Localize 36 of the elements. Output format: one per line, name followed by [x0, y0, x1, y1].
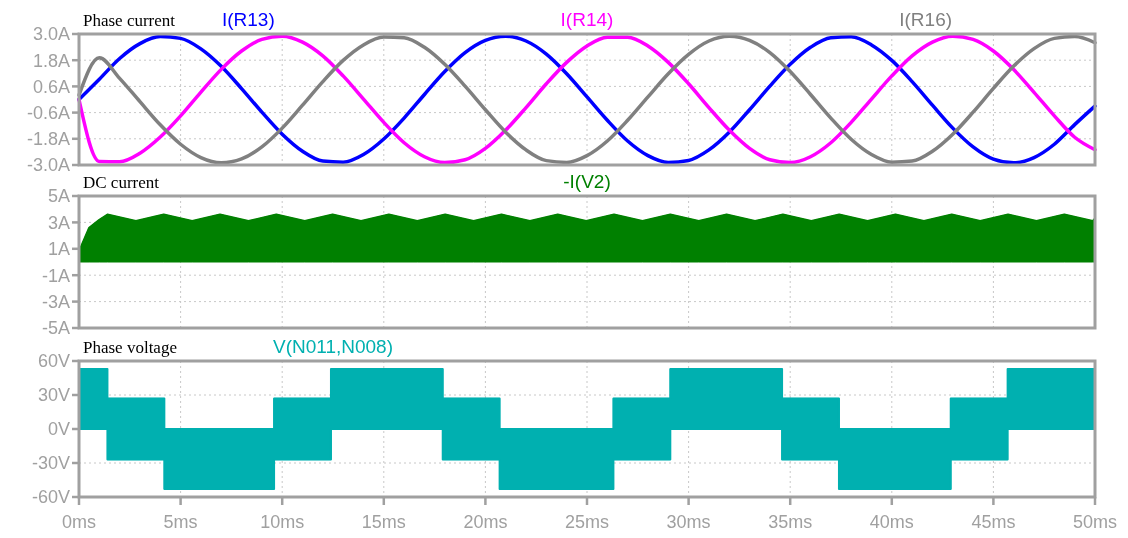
series-label: -I(V2): [563, 171, 611, 192]
y-tick-label: 3A: [47, 212, 70, 233]
series-label: I(R13): [221, 9, 275, 30]
x-tick-label: 45ms: [971, 512, 1016, 532]
y-tick-label: 60V: [37, 351, 70, 372]
y-tick-label: 1.8A: [32, 50, 70, 71]
x-tick-label: 35ms: [768, 512, 813, 532]
x-tick-label: 0ms: [61, 512, 97, 532]
x-tick-label: 5ms: [163, 512, 198, 532]
y-tick-label: -1.8A: [26, 129, 70, 150]
y-tick-label: -60V: [31, 487, 70, 508]
y-tick-label: -3A: [41, 291, 70, 312]
y-tick-label: -1A: [41, 265, 70, 286]
x-tick-label: 40ms: [869, 512, 914, 532]
x-tick-label: 50ms: [1072, 512, 1118, 532]
y-tick-label: 0V: [47, 419, 70, 440]
text: I(R16): [899, 9, 953, 30]
y-tick-label: 3.0A: [32, 24, 70, 45]
x-tick-label: 20ms: [463, 512, 508, 532]
chart-title: DC current: [83, 173, 160, 192]
y-tick-label: 5A: [47, 186, 70, 207]
y-tick-label: 30V: [37, 385, 70, 406]
y-tick-label: -30V: [31, 453, 70, 474]
series-label: V(N011,N008): [272, 336, 394, 357]
chart-title: Phase current: [83, 11, 176, 30]
x-tick-label: 30ms: [666, 512, 711, 532]
chart-title: Phase voltage: [83, 338, 177, 357]
y-tick-label: -3.0A: [26, 155, 70, 176]
y-tick-label: -0.6A: [26, 102, 70, 123]
series-label: I(R14): [560, 9, 614, 30]
x-tick-label: 10ms: [260, 512, 305, 532]
y-tick-label: 1A: [47, 239, 70, 260]
x-tick-label: 15ms: [361, 512, 406, 532]
x-tick-label: 25ms: [564, 512, 610, 532]
y-tick-label: 0.6A: [32, 76, 70, 97]
y-tick-label: -5A: [41, 318, 70, 339]
